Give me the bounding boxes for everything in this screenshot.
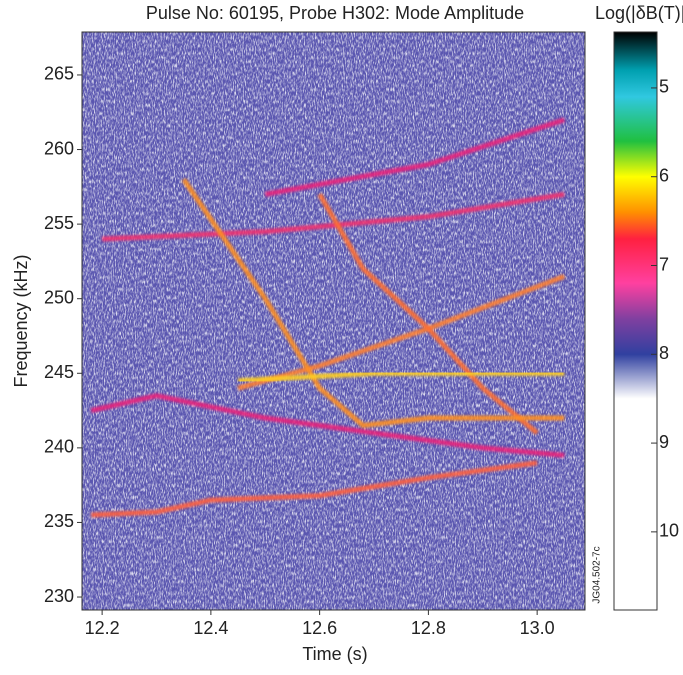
- colorbar-tick-label: 5: [659, 77, 669, 97]
- y-axis-label: Frequency (kHz): [11, 254, 31, 387]
- chart-title: Pulse No: 60195, Probe H302: Mode Amplit…: [146, 3, 524, 23]
- x-tick-label: 12.6: [302, 618, 337, 638]
- colorbar: [613, 31, 658, 611]
- mode-track: [317, 193, 539, 435]
- mode-track: [90, 393, 565, 458]
- mode-track: [237, 370, 565, 384]
- colorbar-tick-label: 7: [659, 254, 669, 274]
- colorbar-tick-label: 9: [659, 432, 669, 452]
- y-tick-label: 260: [44, 138, 74, 158]
- colorbar-tick-label: 6: [659, 165, 669, 185]
- x-axis-label: Time (s): [302, 644, 367, 664]
- mode-track: [264, 117, 566, 197]
- y-tick-label: 245: [44, 362, 74, 382]
- y-tick-label: 235: [44, 511, 74, 531]
- colorbar-tick-label: 10: [659, 521, 679, 541]
- y-tick-label: 265: [44, 64, 74, 84]
- y-tick-label: 250: [44, 287, 74, 307]
- x-tick-label: 13.0: [520, 618, 555, 638]
- heatmap-noise: [82, 32, 585, 610]
- y-tick-label: 255: [44, 213, 74, 233]
- plot-area: [82, 32, 585, 610]
- mode-track: [91, 460, 538, 518]
- x-tick-label: 12.4: [193, 618, 228, 638]
- x-tick-label: 12.2: [85, 618, 120, 638]
- plot-frame: [81, 31, 586, 611]
- y-tick-label: 240: [44, 437, 74, 457]
- colorbar-tick-label: 8: [659, 343, 669, 363]
- y-tick-label: 230: [44, 586, 74, 606]
- mode-track: [102, 191, 565, 242]
- mode-track: [181, 177, 565, 429]
- colorbar-title: Log(|δB(T)|: [595, 3, 683, 23]
- annotation: JG04.502-7c: [592, 546, 603, 603]
- x-tick-label: 12.8: [411, 618, 446, 638]
